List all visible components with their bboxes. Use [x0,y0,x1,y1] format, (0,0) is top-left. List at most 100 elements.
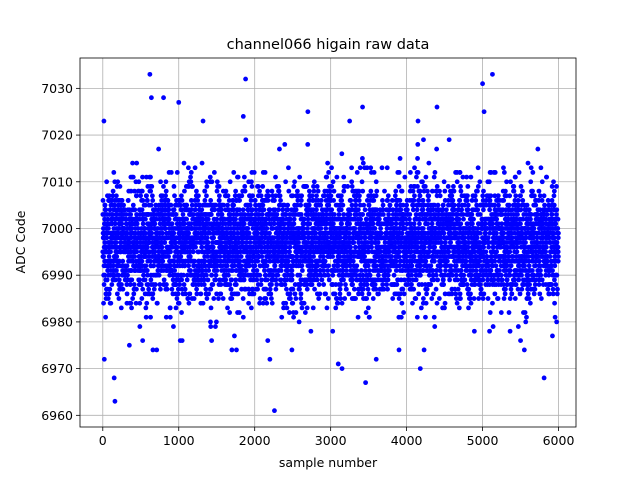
data-point [310,305,316,311]
data-point [291,216,297,222]
data-point [396,296,402,301]
data-point [257,272,263,278]
data-point [139,188,145,194]
data-point [412,165,417,171]
data-point [415,156,420,161]
data-point [304,305,310,311]
data-point [292,179,297,185]
data-point [370,221,376,227]
data-point [116,277,122,283]
data-point [107,207,113,213]
data-point [149,193,155,199]
data-point [265,338,271,343]
data-point [464,198,470,203]
data-point [376,216,382,222]
data-point [309,193,315,199]
data-point [132,207,138,213]
data-point [471,296,477,301]
data-point [287,249,292,255]
data-point [108,300,114,306]
data-point [240,296,246,301]
data-point [226,198,232,203]
data-point [441,230,447,236]
data-point [208,212,214,217]
data-point [199,268,205,273]
data-point [337,286,343,292]
data-point [338,207,344,213]
data-point [348,244,353,250]
data-point [463,258,469,264]
data-point [401,310,406,315]
data-point [194,291,200,297]
data-point [323,226,329,231]
data-point [305,216,311,222]
data-point [477,258,483,264]
data-point [271,198,277,203]
data-point [330,328,336,334]
data-point [399,300,405,306]
data-point [235,174,241,180]
data-point [345,184,351,189]
data-point [134,221,140,227]
data-point [232,333,237,339]
data-point [305,226,310,231]
data-point [464,282,470,287]
data-point [126,342,132,348]
data-point [343,286,349,292]
data-point [330,254,336,259]
data-point [363,310,369,315]
data-point [368,165,374,171]
data-point [213,272,219,278]
data-point [146,286,152,292]
data-point [420,198,426,203]
data-point [190,249,196,255]
data-point [181,221,187,227]
data-point [166,216,172,222]
data-point [263,286,269,292]
data-point [188,170,194,175]
data-point [233,188,239,194]
data-point [106,254,112,259]
data-point [359,291,365,297]
data-point [162,240,168,245]
data-point [442,305,447,311]
data-point [172,240,178,245]
data-point [350,282,355,287]
data-point [420,226,426,231]
data-point [172,268,178,273]
data-point [358,216,363,222]
data-point [344,268,349,273]
data-point [164,286,170,292]
data-point [296,240,301,245]
data-point [228,240,234,245]
data-point [414,207,420,213]
data-point [293,310,299,315]
data-point [204,235,210,241]
data-point [311,254,316,259]
data-point [142,230,148,236]
data-point [188,268,193,273]
data-point [284,305,290,311]
data-point [324,305,330,311]
data-point [223,277,229,283]
data-point [163,188,169,194]
data-point [307,221,313,227]
data-point [402,174,408,180]
data-point [277,193,283,199]
data-point [265,188,271,194]
data-point [207,230,213,236]
data-point [252,198,258,203]
data-point [188,221,194,227]
data-point [279,314,285,320]
data-point [304,286,310,292]
data-point [312,286,317,292]
data-point [298,291,304,297]
data-point [247,240,253,245]
data-point [217,277,223,283]
data-point [466,286,472,292]
data-point [212,207,217,213]
data-point [269,300,275,306]
data-point [199,244,205,250]
data-point [465,244,471,250]
data-point [335,300,341,306]
